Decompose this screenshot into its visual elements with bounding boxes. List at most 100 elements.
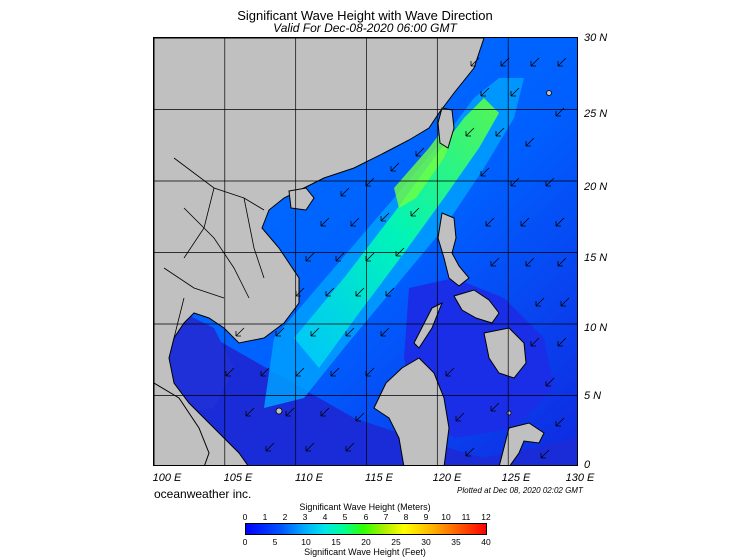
colorbar-meters-tick: 11 xyxy=(461,512,471,522)
wave-direction-arrow-icon xyxy=(275,327,285,337)
wave-direction-arrow-icon xyxy=(555,417,565,427)
wave-direction-arrow-icon xyxy=(225,367,235,377)
wave-direction-arrow-icon xyxy=(385,287,395,297)
wave-direction-arrow-icon xyxy=(510,177,520,187)
lon-tick-label: 100 E xyxy=(152,472,182,484)
land-borders xyxy=(163,157,265,339)
wave-direction-arrow-icon xyxy=(390,162,400,172)
wave-direction-arrow-icon xyxy=(310,327,320,337)
colorbar-feet-tick: 40 xyxy=(481,537,491,547)
wave-direction-arrow-icon xyxy=(295,367,305,377)
colorbar-feet-tick: 5 xyxy=(272,537,278,547)
wave-direction-arrow-icon xyxy=(245,407,255,417)
land-visayas xyxy=(453,289,500,324)
wave-direction-arrow-icon xyxy=(235,327,245,337)
colorbar-feet-tick: 20 xyxy=(361,537,371,547)
lon-tick-label: 105 E xyxy=(223,472,253,484)
wave-direction-arrow-icon xyxy=(510,87,520,97)
wave-direction-arrow-icon xyxy=(320,407,330,417)
colorbar-meters-tick: 1 xyxy=(262,512,268,522)
wave-direction-arrow-icon xyxy=(380,212,390,222)
lon-tick-label: 110 E xyxy=(295,472,323,484)
wave-direction-arrow-icon xyxy=(557,337,567,347)
wave-direction-arrow-icon xyxy=(490,257,500,267)
wave-direction-arrow-icon xyxy=(410,207,420,217)
lon-tick-label: 125 E xyxy=(501,472,531,484)
wave-direction-arrow-icon xyxy=(365,252,375,262)
wave-direction-arrow-icon xyxy=(520,217,530,227)
wave-direction-arrow-icon xyxy=(365,367,375,377)
wave-direction-arrow-icon xyxy=(395,247,405,257)
wave-direction-arrow-icon xyxy=(535,297,545,307)
wave-direction-arrow-icon xyxy=(285,407,295,417)
wave-direction-arrow-icon xyxy=(490,402,500,412)
wave-direction-arrow-icon xyxy=(355,412,365,422)
colorbar-meters-tick: 3 xyxy=(302,512,308,522)
wave-direction-arrow-icon xyxy=(530,337,540,347)
wave-direction-arrow-icon xyxy=(345,327,355,337)
lat-tick-label: 10 N xyxy=(584,322,608,334)
lon-tick-label: 115 E xyxy=(365,472,393,484)
calm-sea-south xyxy=(154,288,577,465)
colorbar-meters-tick: 7 xyxy=(383,512,389,522)
colorbar-feet-tick: 25 xyxy=(391,537,401,547)
wave-direction-arrow-icon xyxy=(485,217,495,227)
colorbar-feet-tick: 0 xyxy=(242,537,248,547)
map-title: Significant Wave Height with Wave Direct… xyxy=(237,8,493,23)
wave-direction-arrow-icon xyxy=(415,147,425,157)
wave-direction-arrow-icon xyxy=(525,257,535,267)
land-small-island xyxy=(546,90,552,96)
land-borneo xyxy=(373,357,450,465)
wave-direction-arrow-icon xyxy=(380,327,390,337)
wave-direction-arrow-icon xyxy=(465,127,475,137)
colorbar-feet-tick: 30 xyxy=(421,537,431,547)
wave-direction-arrow-icon xyxy=(265,442,275,452)
wave-direction-arrow-icon xyxy=(320,217,330,227)
colorbar-meters-tick: 12 xyxy=(481,512,491,522)
wave-direction-arrow-icon xyxy=(340,187,350,197)
land-mindanao xyxy=(483,327,527,379)
wave-direction-arrow-icon xyxy=(557,257,567,267)
wave-direction-arrow-icon xyxy=(470,57,480,67)
lat-tick-label: 5 N xyxy=(584,390,602,402)
colorbar-feet-tick: 35 xyxy=(451,537,461,547)
wave-direction-arrow-icon xyxy=(335,252,345,262)
colorbar-feet-title: Significant Wave Height (Feet) xyxy=(304,547,426,557)
map-panel xyxy=(153,37,578,466)
colorbar-meters-tick: 0 xyxy=(242,512,248,522)
wave-direction-arrow-icon xyxy=(295,287,305,297)
land-mainland-asia xyxy=(154,38,485,465)
lat-tick-label: 0 xyxy=(584,459,591,471)
plotted-timestamp: Plotted at Dec 08, 2020 02:02 GMT xyxy=(457,486,583,495)
wave-direction-arrow-icon xyxy=(260,367,270,377)
colorbar-meters-tick: 9 xyxy=(423,512,429,522)
lat-tick-label: 15 N xyxy=(584,252,608,264)
map-subtitle: Valid For Dec-08-2020 06:00 GMT xyxy=(273,21,457,35)
wave-direction-arrow-icon xyxy=(350,217,360,227)
lon-tick-label: 130 E xyxy=(565,472,595,484)
lat-tick-label: 25 N xyxy=(584,108,608,120)
colorbar-meters-tick: 8 xyxy=(403,512,409,522)
wave-direction-arrow-icon xyxy=(345,442,355,452)
credit-text: oceanweather inc. xyxy=(154,487,252,501)
colorbar-meters-title: Significant Wave Height (Meters) xyxy=(299,502,431,512)
wave-direction-arrow-icon xyxy=(557,57,567,67)
wave-direction-arrow-icon xyxy=(480,167,490,177)
wave-direction-arrow-icon xyxy=(465,447,475,457)
lat-tick-label: 30 N xyxy=(584,32,608,44)
wave-direction-arrow-icon xyxy=(330,367,340,377)
lat-tick-label: 20 N xyxy=(584,181,608,193)
wave-direction-arrow-icon xyxy=(545,377,555,387)
land-small-island xyxy=(506,410,512,416)
wave-direction-arrow-icon xyxy=(555,217,565,227)
wave-direction-arrow-icon xyxy=(455,412,465,422)
wave-direction-arrow-icon xyxy=(445,367,455,377)
wave-direction-arrow-icon xyxy=(555,107,565,117)
wave-direction-arrow-icon xyxy=(305,252,315,262)
colorbar-meters-tick: 6 xyxy=(363,512,369,522)
colorbar-gradient xyxy=(245,523,487,535)
grid-lines xyxy=(154,38,577,465)
wave-map xyxy=(154,38,577,465)
wave-direction-arrow-icon xyxy=(545,177,555,187)
wave-direction-arrows xyxy=(225,57,570,459)
